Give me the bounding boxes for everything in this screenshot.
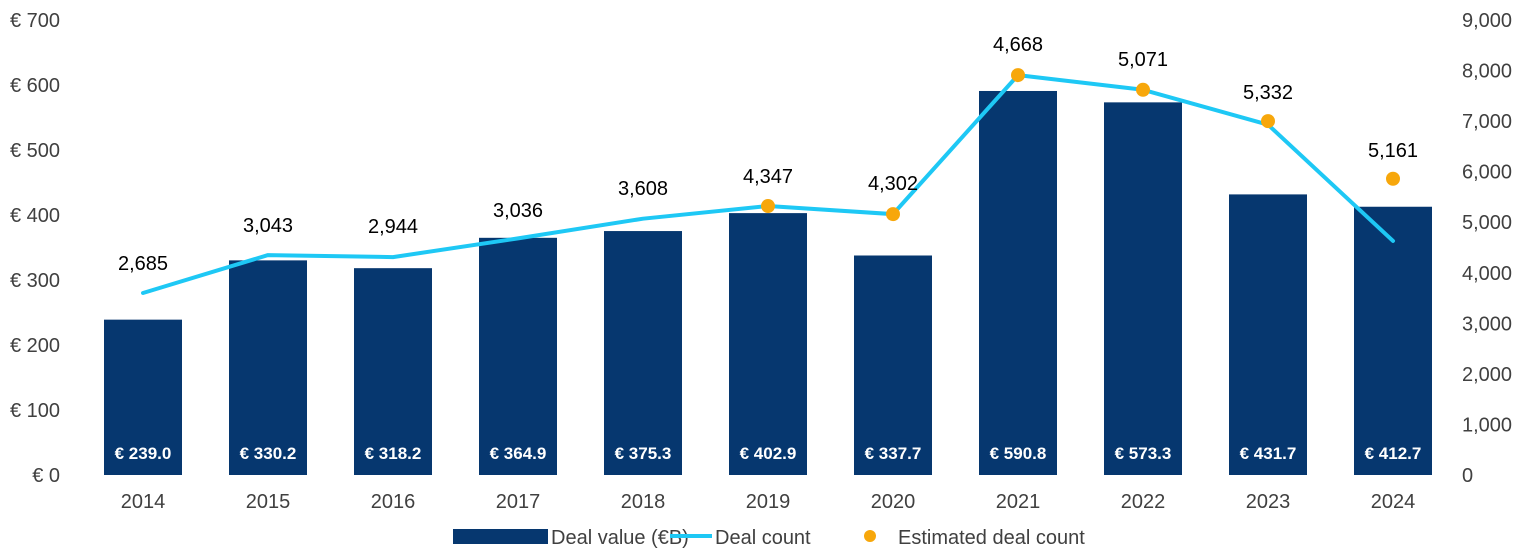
x-axis-tick: 2018	[621, 491, 666, 513]
estimated-dot	[1011, 68, 1025, 83]
right-axis-tick: 7,000	[1462, 111, 1512, 133]
x-axis-tick: 2017	[496, 491, 541, 513]
left-y-axis: € 0 € 100 € 200 € 300 € 400 € 500 € 600 € 700	[10, 10, 60, 487]
x-axis-tick: 2020	[871, 491, 916, 513]
x-axis-tick: 2022	[1121, 491, 1166, 513]
estimated-dot	[886, 207, 900, 222]
x-axis-tick: 2024	[1371, 491, 1416, 513]
estimated-dot	[1261, 114, 1275, 129]
bar-value-label: € 318.2	[365, 444, 422, 463]
deal-count-label: 5,071	[1118, 49, 1168, 71]
bar	[479, 237, 557, 475]
bar-value-label: € 412.7	[1365, 444, 1422, 463]
deal-value-bars: € 239.0 € 330.2 € 318.2 € 364.9 € 375.3 € 402…	[104, 90, 1432, 476]
bar-value-label: € 364.9	[490, 444, 547, 463]
left-axis-tick: € 700	[10, 10, 60, 32]
right-axis-tick: 9,000	[1462, 10, 1512, 32]
bar-value-label: € 239.0	[115, 444, 172, 463]
bar-value-label: € 330.2	[240, 444, 297, 463]
deal-count-label: 3,036	[493, 200, 543, 222]
legend-dot-swatch	[864, 530, 876, 542]
estimated-deal-count-dots	[761, 68, 1400, 222]
bar	[1229, 194, 1307, 475]
bar	[354, 268, 432, 475]
right-axis-tick: 8,000	[1462, 61, 1512, 83]
deal-count-labels: 2,685 3,043 2,944 3,036 3,608 4,347 4,302 4,668…	[118, 34, 1418, 275]
bar	[104, 319, 182, 475]
x-axis-tick: 2019	[746, 491, 791, 513]
deal-count-label: 4,668	[993, 34, 1043, 56]
estimated-dot	[761, 199, 775, 214]
bar	[604, 231, 682, 475]
right-axis-tick: 3,000	[1462, 313, 1512, 335]
right-axis-tick: 2,000	[1462, 364, 1512, 386]
bar-value-label: € 375.3	[615, 444, 672, 463]
bar-value-label: € 402.9	[740, 444, 797, 463]
right-axis-tick: 5,000	[1462, 212, 1512, 234]
bar-value-label: € 573.3	[1115, 444, 1172, 463]
deal-count-label: 5,332	[1243, 82, 1293, 104]
deal-count-label: 4,347	[743, 166, 793, 188]
right-axis-tick: 0	[1462, 465, 1473, 487]
left-axis-tick: € 400	[10, 205, 60, 227]
left-axis-tick: € 0	[32, 465, 60, 487]
deal-count-label: 2,944	[368, 216, 418, 238]
estimated-dot	[1136, 82, 1150, 97]
right-axis-tick: 1,000	[1462, 414, 1512, 436]
x-axis-tick: 2023	[1246, 491, 1291, 513]
left-axis-tick: € 300	[10, 270, 60, 292]
right-axis-tick: 6,000	[1462, 162, 1512, 184]
deal-count-label: 5,161	[1368, 140, 1418, 162]
legend-estimated-deal-count: Estimated deal count	[898, 527, 1085, 549]
bar	[1354, 206, 1432, 475]
right-axis-tick: 4,000	[1462, 263, 1512, 285]
x-axis: 2014 2015 2016 2017 2018 2019 2020 2021 2022 2023…	[121, 491, 1416, 513]
bar	[854, 255, 932, 475]
bar	[979, 90, 1057, 475]
left-axis-tick: € 500	[10, 140, 60, 162]
bar-value-label: € 431.7	[1240, 444, 1297, 463]
left-axis-tick: € 200	[10, 335, 60, 357]
bar	[729, 213, 807, 476]
right-y-axis: 0 1,000 2,000 3,000 4,000 5,000 6,000 7,000 8,00…	[1462, 10, 1512, 487]
deal-count-label: 4,302	[868, 173, 918, 195]
bar	[229, 260, 307, 475]
bar-value-label: € 590.8	[990, 444, 1047, 463]
legend-bar-swatch	[453, 529, 548, 544]
legend-deal-count: Deal count	[715, 527, 811, 549]
x-axis-tick: 2016	[371, 491, 416, 513]
x-axis-tick: 2015	[246, 491, 291, 513]
x-axis-tick: 2021	[996, 491, 1041, 513]
bar-value-label: € 337.7	[865, 444, 922, 463]
x-axis-tick: 2014	[121, 491, 166, 513]
deal-count-label: 3,608	[618, 178, 668, 200]
left-axis-tick: € 600	[10, 75, 60, 97]
deal-count-label: 3,043	[243, 215, 293, 237]
bar	[1104, 102, 1182, 475]
deal-count-label: 2,685	[118, 253, 168, 275]
legend-deal-value: Deal value (€B)	[551, 527, 689, 549]
estimated-dot	[1386, 171, 1400, 186]
legend: Deal value (€B) Deal count Estimated dea…	[453, 527, 1085, 549]
left-axis-tick: € 100	[10, 400, 60, 422]
